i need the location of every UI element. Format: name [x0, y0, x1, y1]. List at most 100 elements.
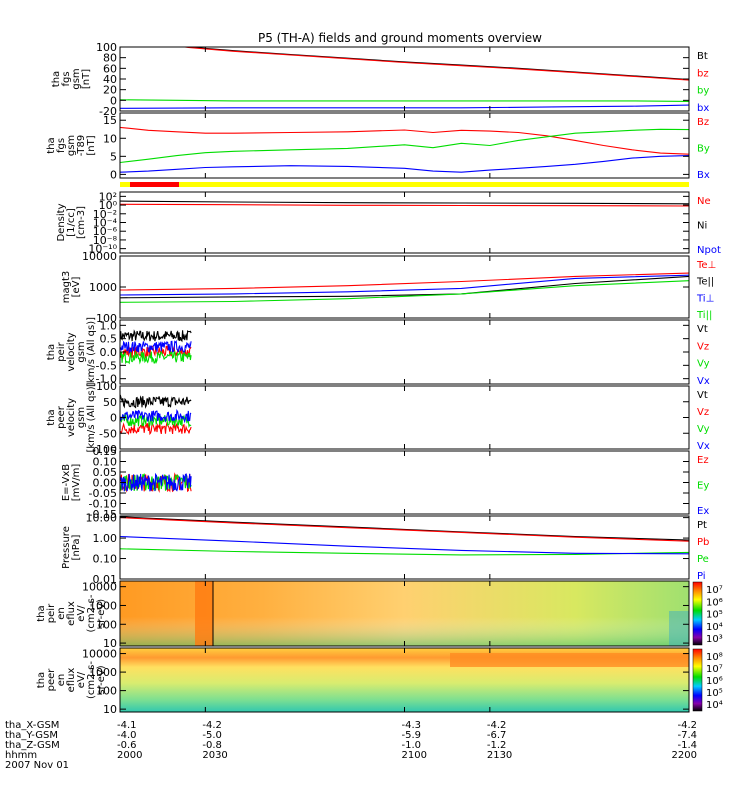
x-tick-value: -4.3: [402, 720, 422, 731]
y-tick-label: 10⁰: [99, 199, 118, 212]
series-line-Vz: [120, 421, 192, 436]
y-tick-label: 0.5: [100, 333, 118, 346]
y-tick-label: 1.00: [93, 532, 118, 545]
y-tick-label: 10000: [82, 648, 117, 661]
plot-area-peer-velocity: [120, 394, 192, 436]
colorbar-tick-label: 10⁷: [706, 585, 723, 596]
y-label-line: peir: [46, 603, 57, 623]
y-tick-label: 100: [96, 41, 117, 54]
y-label-line: tha: [46, 409, 57, 425]
y-label-line: [km/s (All qs)]: [86, 382, 97, 452]
legend-label: Ni: [697, 221, 707, 232]
y-label-line: velocity: [66, 398, 77, 437]
panel-frame: [119, 191, 690, 254]
x-axis-row-label: hhmm: [5, 750, 37, 761]
colorbar-tick-label: 10⁷: [706, 664, 723, 675]
y-label-line: magt3: [61, 271, 72, 304]
y-label-line: eV/: [76, 671, 87, 688]
legend-label: Bz: [697, 117, 709, 128]
x-tick-value: -0.6: [117, 740, 137, 751]
y-label-peer-en-eflux: tha peer en eflux eV/(cm2-s-sr-eV): [36, 661, 107, 699]
series-line-Ti⊥: [120, 274, 689, 296]
y-label-line: gsm: [66, 135, 77, 156]
y-label-density: Density [1/cc] [cm-3]: [56, 203, 87, 241]
legend-label: Npot: [697, 245, 721, 256]
y-tick-label: 0: [110, 168, 117, 181]
y-tick-label: 10⁻⁸: [93, 234, 118, 247]
x-tick-value: -1.0: [402, 740, 422, 751]
series-line-by: [120, 99, 689, 102]
y-label-efield: E=-VxB [mV/m]: [61, 464, 82, 502]
legend-label: Te||: [696, 277, 714, 288]
legend-label: By: [697, 144, 710, 155]
y-tick-label: 100: [96, 312, 117, 325]
y-label-line: [eV]: [71, 277, 82, 298]
y-tick-label: 15: [103, 114, 117, 127]
x-tick-value: -1.4: [677, 740, 697, 751]
series-line-Ti||: [120, 280, 689, 303]
series-line-Pi: [120, 535, 689, 555]
legend-label: Ey: [697, 481, 709, 492]
legend-label: bx: [697, 103, 709, 114]
y-label-line: peer: [46, 668, 57, 692]
y-tick-label: -0.5: [96, 359, 117, 372]
panel-fgs-gsm-t89: Bz By Bx 0 5 10 15 tha fgs gsm -T89 [nT]: [46, 112, 710, 181]
plot-area-peer-en-eflux: [120, 648, 689, 712]
panel-efield: Ez Ey Ex -0.15-0.10-0.050.000.050.100.15 E=-…: [61, 445, 709, 521]
y-label-line: tha: [51, 71, 62, 87]
plot-area-peir-en-eflux: [120, 581, 689, 646]
y-label-line: [nT]: [86, 135, 97, 155]
y-label-peir-en-eflux: tha peir en eflux eV/(cm2-s-sr-eV): [36, 594, 107, 632]
series-line-Pb: [120, 517, 689, 542]
series-line-Vx: [120, 409, 192, 424]
x-axis-row-label: tha_Y-GSM: [5, 730, 58, 741]
colorbar-tick-label: 10⁸: [706, 652, 723, 663]
y-label-line: tha: [36, 672, 47, 688]
y-tick-label: 100: [96, 618, 117, 631]
series-line-Ne: [120, 203, 689, 207]
y-label-line: [nT]: [81, 69, 92, 89]
y-label-temperature: magt3 [eV]: [61, 271, 82, 304]
y-tick-label: 10000: [82, 581, 117, 594]
legend-label: Pi: [697, 571, 706, 582]
y-label-peer-velocity: tha peer velocity gsm [km/s (All qs)]: [46, 382, 97, 452]
legend-label: Vy: [697, 424, 710, 435]
panel-density: NeNiNpot10²10⁰10⁻²10⁻⁴10⁻⁶10⁻⁸10⁻¹⁰Densi…: [56, 190, 721, 256]
legend-label: Vz: [697, 341, 709, 352]
x-tick-value: -5.0: [202, 730, 222, 741]
y-label-line: [km/s (All qs)]: [86, 317, 97, 387]
series-line-Vt: [120, 394, 192, 409]
legend-label: Vz: [697, 407, 709, 418]
series-line-Vt: [120, 329, 192, 343]
legend-label: Vt: [697, 390, 708, 401]
plot-area-efield: [120, 472, 192, 494]
legend-fgs-gsm-t89: Bz By Bx: [697, 117, 710, 181]
y-label-peir-velocity: tha peir velocity gsm [km/s (All qs)]: [46, 317, 97, 387]
y-axis-temperature: 100 1000 10000: [82, 250, 689, 325]
y-axis-efield: -0.15-0.10-0.050.000.050.100.15: [89, 445, 689, 521]
x-tick-value: -4.2: [487, 720, 507, 731]
figure-title: P5 (TH-A) fields and ground moments over…: [258, 31, 542, 45]
y-tick-label: 60: [103, 62, 117, 75]
x-axis-row-label: 2007 Nov 01: [5, 760, 69, 771]
x-axis-row-label: tha_Z-GSM: [5, 740, 60, 751]
x-tick-value: -4.2: [677, 720, 697, 731]
x-tick-value: 2200: [672, 750, 697, 761]
series-line-Vy: [120, 350, 192, 365]
colorbar-tick-label: 10⁴: [706, 622, 723, 633]
legend-label: Pb: [697, 537, 709, 548]
y-tick-label: 80: [103, 52, 117, 65]
x-axis-row-label: tha_X-GSM: [5, 720, 59, 731]
y-tick-label: 10000: [82, 250, 117, 263]
y-tick-label: -0.15: [89, 508, 117, 521]
y-label-line: eflux: [66, 601, 77, 626]
y-tick-label: 100: [96, 380, 117, 393]
legend-label: Te⊥: [696, 260, 716, 271]
